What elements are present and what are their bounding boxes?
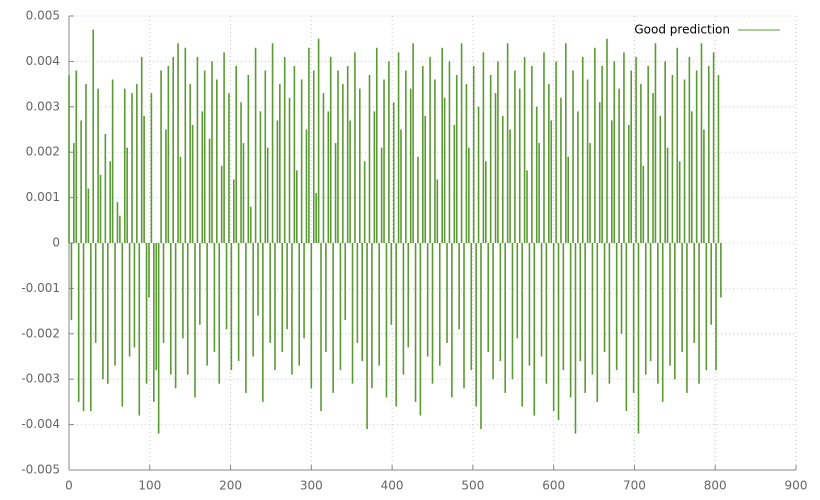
y-tick-label: 0.001 [26,190,60,204]
x-tick-label: 300 [300,479,323,493]
x-tick-label: 100 [138,479,161,493]
y-tick-label: 0.005 [26,9,60,23]
y-tick-label: -0.003 [21,372,60,386]
y-tick-label: 0.002 [26,145,60,159]
x-tick-label: 500 [461,479,484,493]
y-tick-label: 0.003 [26,99,60,113]
y-tick-label: -0.004 [21,417,60,431]
x-tick-label: 900 [785,479,808,493]
y-tick-label: -0.005 [21,463,60,477]
y-tick-label: 0 [52,236,60,250]
y-tick-label: 0.004 [26,54,60,68]
x-tick-label: 600 [542,479,565,493]
x-tick-label: 200 [219,479,242,493]
x-tick-label: 800 [704,479,727,493]
y-tick-label: -0.001 [21,281,60,295]
y-tick-label: -0.002 [21,326,60,340]
x-tick-label: 400 [381,479,404,493]
legend-label: Good prediction [634,23,730,37]
x-tick-label: 0 [65,479,73,493]
x-tick-label: 700 [623,479,646,493]
